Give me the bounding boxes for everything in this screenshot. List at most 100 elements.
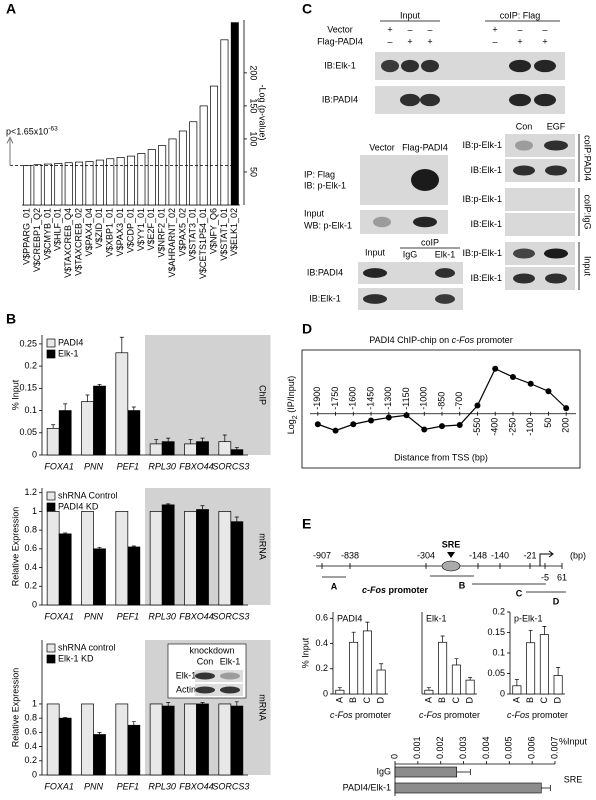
y-axis-label: Relative Expression: [10, 668, 20, 748]
x-tick-label: V$PAX4_04: [84, 208, 94, 256]
blot: [505, 188, 575, 211]
blot-band: [509, 59, 531, 73]
blot-band: [545, 273, 567, 284]
x-tick-label: 0.003: [458, 736, 468, 759]
bar: [75, 161, 84, 206]
condition-sign: –: [407, 24, 412, 34]
bar: [93, 734, 106, 776]
y-tick-label: 0.4: [315, 638, 328, 648]
x-tick-label: PEF1: [117, 461, 140, 471]
inset-row: Elk-1: [176, 670, 197, 680]
blot-label: WB: p-Elk-1: [304, 220, 352, 230]
x-tick-label: V$NFY_Q6: [208, 208, 218, 254]
blot-band: [544, 248, 568, 259]
error-bar: [351, 631, 356, 643]
x-tick-label: -550: [472, 418, 482, 436]
blot: [505, 267, 575, 290]
bar: [184, 511, 197, 606]
bar: [394, 766, 458, 778]
bar: [218, 703, 232, 776]
blot-label: Input: [304, 208, 325, 218]
condition-sign: –: [427, 24, 432, 34]
point: [527, 380, 534, 387]
position-label: -907: [313, 550, 331, 560]
error-bar: [166, 702, 171, 707]
error-bar: [556, 667, 561, 676]
y-axis-label: % Input: [10, 379, 20, 410]
x-axis-label-rest: promoter: [352, 710, 391, 720]
blot-band: [420, 93, 440, 107]
x-tick-label: V$XBP1_01: [105, 208, 115, 257]
x-tick-label: PNN: [84, 781, 104, 791]
x-tick-label: FOXA1: [44, 611, 74, 621]
x-tick-label: A: [423, 697, 433, 703]
bar: [168, 138, 177, 206]
blot-band: [534, 93, 556, 107]
bar: [43, 163, 52, 206]
x-tick-label: 0: [389, 754, 399, 759]
bar: [539, 634, 549, 695]
y-tick-label: 200: [249, 65, 259, 80]
y-tick-label: 0: [500, 688, 505, 698]
threshold-label: p<1.65x10-63: [6, 125, 58, 137]
y-label-part: (IP/Input): [286, 376, 296, 416]
bar: [218, 511, 232, 606]
condition-sign: +: [407, 36, 412, 46]
bar: [149, 511, 163, 606]
blot-band: [195, 672, 215, 680]
x-tick-label: FBXO44: [179, 611, 214, 621]
error-bar: [131, 406, 136, 411]
blot-label: IB:Elk-1: [470, 165, 502, 175]
position-label: -304: [417, 550, 435, 560]
blot: [358, 288, 463, 310]
sre-marker: [447, 552, 455, 558]
y-axis-label: Log2 (IP/Input): [286, 376, 298, 434]
title-part: c-Fos: [452, 335, 475, 345]
y-tick-label: 0.2: [315, 663, 328, 673]
point: [314, 421, 321, 428]
legend-label: PADI4: [58, 337, 83, 347]
y-tick-label: 0.2: [492, 606, 505, 616]
condition-label: Vector: [327, 24, 353, 34]
title-part: promoter: [474, 335, 513, 345]
bar: [106, 158, 115, 206]
lane-label: EGF: [547, 121, 566, 131]
legend-swatch: [46, 338, 56, 348]
shaded-region: [145, 335, 180, 455]
position-label: -148: [469, 550, 487, 560]
x-tick-label: C: [362, 697, 372, 704]
error-bar: [63, 532, 68, 534]
x-axis-label: c-Fos promoter: [419, 710, 480, 720]
blot-label: IB:Elk-1: [470, 219, 502, 229]
point: [350, 421, 357, 428]
bar: [184, 443, 197, 456]
bar: [81, 703, 94, 776]
blot-label: IB:Elk-1: [470, 273, 502, 283]
point: [421, 426, 428, 433]
bar: [553, 675, 563, 695]
y-axis-label: % Input: [300, 637, 310, 668]
error-bar: [514, 679, 519, 686]
sre-element: [441, 560, 461, 572]
blot-label: IP: Flag: [304, 169, 335, 179]
x-tick-label: V$PPARG_01: [22, 208, 32, 265]
condition-sign: +: [542, 36, 547, 46]
blot-band: [513, 165, 535, 176]
y-tick-label: 0.6: [24, 543, 37, 553]
section-label: coIP:IgG: [583, 194, 593, 229]
blot-band: [515, 140, 533, 151]
y-tick-label: 0.1: [492, 647, 505, 657]
x-tick-label: A: [511, 697, 521, 703]
chart-title: p-Elk-1: [514, 613, 543, 623]
blot-band: [545, 165, 567, 176]
blot-label: IB:Elk-1: [324, 60, 356, 70]
legend-label: shRNA control: [58, 642, 116, 652]
bar: [451, 664, 461, 695]
bar: [230, 449, 244, 456]
x-tick-label: 200: [561, 418, 571, 433]
blot-band: [513, 273, 535, 284]
condition-sign: –: [387, 36, 392, 46]
error-bar: [337, 687, 342, 691]
point: [368, 417, 375, 424]
